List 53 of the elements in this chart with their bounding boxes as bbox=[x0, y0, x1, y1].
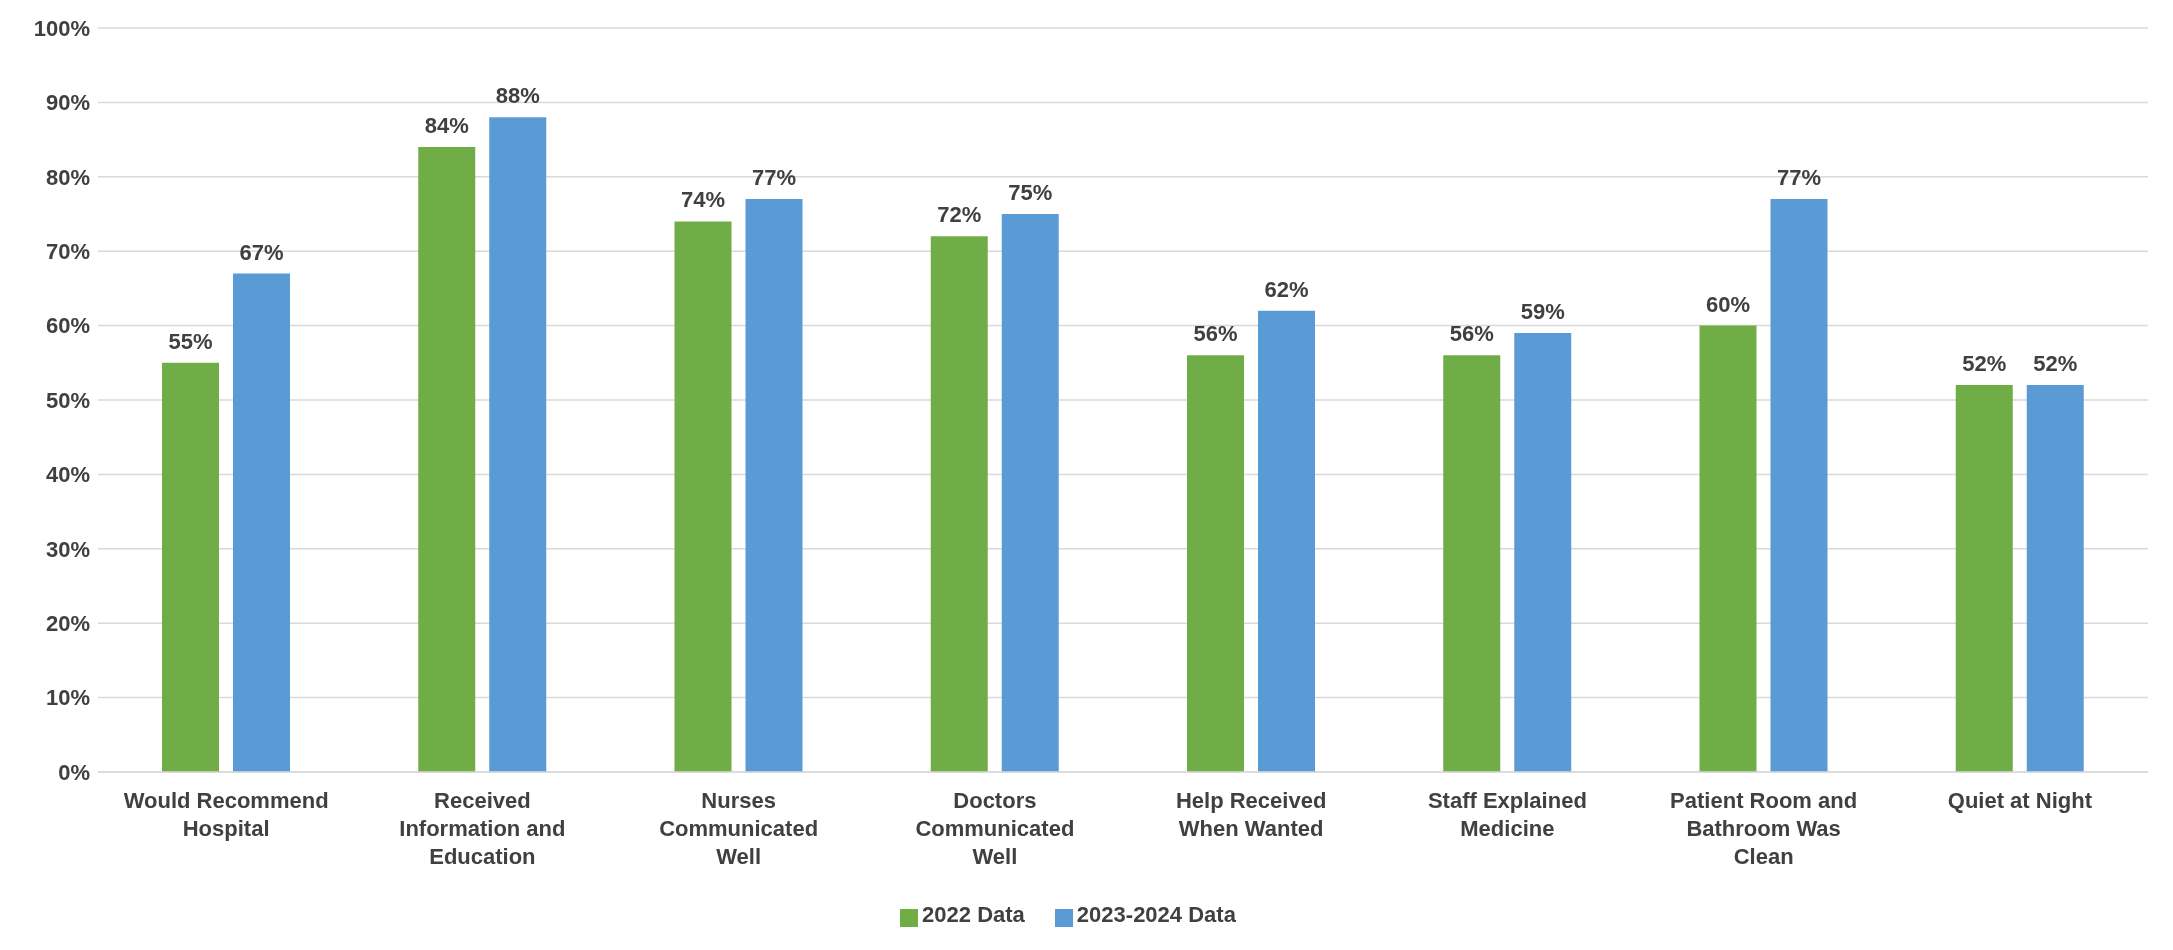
data-label: 56% bbox=[1193, 321, 1238, 347]
data-label: 88% bbox=[495, 83, 540, 109]
y-tick-label: 50% bbox=[45, 387, 90, 413]
bar bbox=[1699, 325, 1757, 772]
data-label: 77% bbox=[751, 165, 797, 191]
bar bbox=[930, 236, 988, 772]
bar bbox=[1770, 199, 1828, 772]
x-tick-label: Quiet at Night bbox=[1947, 788, 2093, 813]
y-tick-label: 0% bbox=[58, 759, 90, 785]
x-tick-label: Nurses Communicated Well bbox=[659, 788, 819, 869]
bar bbox=[162, 362, 219, 772]
x-tick-label: Would Recommend Hospital bbox=[123, 788, 329, 841]
bar bbox=[2026, 385, 2084, 772]
data-label: 60% bbox=[1705, 291, 1751, 317]
x-tick-label: Help Received When Wanted bbox=[1175, 788, 1327, 841]
y-tick-label: 80% bbox=[45, 164, 90, 190]
y-tick-label: 100% bbox=[33, 15, 90, 41]
bar bbox=[233, 273, 290, 772]
bar bbox=[1001, 214, 1059, 772]
data-label: 52% bbox=[2033, 351, 2078, 377]
data-label: 74% bbox=[680, 187, 726, 213]
y-tick-label: 90% bbox=[45, 90, 90, 116]
legend-label: 2022 Data bbox=[922, 902, 1025, 927]
data-label: 67% bbox=[239, 239, 284, 265]
data-label: 77% bbox=[1776, 165, 1822, 191]
x-tick-label: Staff Explained Medicine bbox=[1427, 788, 1587, 841]
data-label: 75% bbox=[1008, 180, 1053, 205]
bar bbox=[1187, 355, 1244, 772]
x-tick-label: Doctors Communicated Well bbox=[915, 788, 1075, 869]
y-tick-label: 60% bbox=[45, 313, 90, 339]
legend-label: 2023-2024 Data bbox=[1076, 902, 1236, 927]
data-label: 84% bbox=[424, 113, 469, 139]
bar bbox=[418, 147, 476, 772]
bar bbox=[1955, 385, 2013, 772]
bar bbox=[674, 221, 732, 772]
bar bbox=[489, 117, 547, 772]
bar bbox=[1258, 310, 1315, 772]
y-tick-label: 20% bbox=[45, 611, 90, 637]
y-tick-label: 70% bbox=[45, 239, 90, 265]
x-tick-label: Received Information and Education bbox=[399, 788, 566, 869]
data-label: 59% bbox=[1520, 299, 1565, 325]
data-label: 56% bbox=[1449, 321, 1494, 347]
data-label: 62% bbox=[1264, 276, 1309, 302]
bar bbox=[745, 199, 803, 772]
x-tick-label: Patient Room and Bathroom Was Clean bbox=[1670, 788, 1858, 869]
y-tick-label: 10% bbox=[45, 685, 90, 711]
y-tick-label: 40% bbox=[45, 462, 90, 488]
data-label: 55% bbox=[168, 328, 213, 354]
bar bbox=[1514, 333, 1572, 772]
y-tick-label: 30% bbox=[45, 536, 90, 562]
data-label: 52% bbox=[1962, 351, 2007, 377]
bar bbox=[1443, 355, 1501, 772]
data-label: 72% bbox=[937, 202, 982, 228]
